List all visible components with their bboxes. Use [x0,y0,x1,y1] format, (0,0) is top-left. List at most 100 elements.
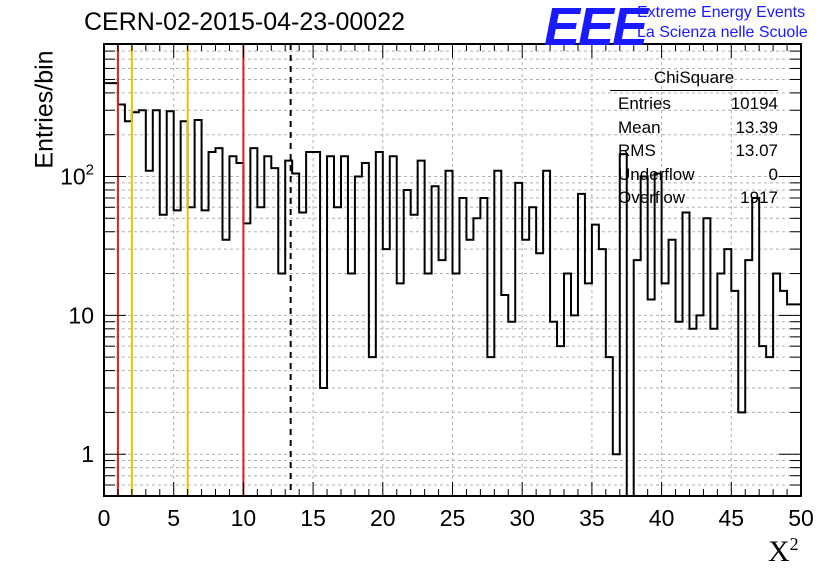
histogram-bin [383,249,390,496]
histogram-bin [641,176,648,496]
histogram-bin [209,152,216,496]
x-tick-label: 5 [167,505,180,531]
stats-value: 13.07 [735,141,778,160]
histogram-bin [292,174,299,496]
histogram-bin [236,163,243,496]
histogram-bin [459,198,466,496]
stats-value: 1917 [740,188,778,207]
histogram-bin [515,183,522,496]
histogram-bin [494,171,501,496]
histogram-bin [599,249,606,496]
histogram-bin [181,121,188,496]
marker-lines-layer [116,44,292,496]
histogram-bin [773,274,780,496]
histogram-bin [334,207,341,496]
y-tick-label: 102 [60,161,94,189]
histogram-bin [404,190,411,496]
stats-label: Entries [618,94,671,113]
histogram-bin [766,357,773,496]
tick-layer [103,43,802,497]
histogram-bin [432,186,439,496]
histogram-bin [571,315,578,496]
x-tick-label: 10 [231,505,257,531]
histogram-bin [376,152,383,496]
stats-label: RMS [618,141,656,160]
y-tick-label: 10 [68,302,94,328]
histogram-bin [453,274,460,496]
x-tick-label: 15 [300,505,326,531]
histogram-bin [153,110,160,496]
stats-row: Entries 10194 [610,92,778,116]
y-tick-label: 1 [81,441,94,467]
histogram-bin [104,83,111,496]
histogram-bin [425,274,432,496]
stats-box: ChiSquare Entries 10194 Mean 13.39 RMS 13.0… [610,68,778,210]
histogram-bin [592,225,599,496]
eee-logo: EEE [544,0,648,57]
stats-value: 10194 [730,94,778,113]
histogram-bin [271,168,278,496]
x-tick-label: 45 [719,505,745,531]
histogram-bin [529,207,536,496]
stats-row: Underflow 0 [610,163,778,187]
histogram-bin [683,213,690,496]
histogram-bin [139,110,146,496]
histogram-bin [487,357,494,496]
stats-label: Overflow [618,188,686,207]
histogram-bin [125,121,132,496]
stats-title: ChiSquare [610,68,778,91]
histogram-bin [724,249,731,496]
logo-line1: Extreme Energy Events [637,4,806,21]
histogram-bin [313,152,320,496]
x-tick-label: 0 [98,505,111,531]
y-axis-label: Entries/bin [30,50,59,169]
histogram-bin [188,207,195,496]
histogram-bin [202,210,209,496]
histogram-bin [348,274,355,496]
stats-row: Overflow 1917 [610,186,778,210]
x-tick-label: 20 [370,505,396,531]
logo-line2: La Scienza nelle Scuole [637,24,808,41]
x-axis-label: X2 [768,534,799,568]
histogram-bin [676,322,683,496]
stats-label: Mean [618,117,661,137]
histogram-outline [103,82,801,497]
histogram-bin [564,274,571,496]
histogram-bin [466,240,473,496]
stats-value: 0 [768,164,778,184]
y-tick-exponent: 2 [86,161,94,178]
histogram-bin [299,213,306,496]
histogram-bin [306,152,313,496]
histogram-bin [362,163,369,496]
histogram-bin [508,322,515,496]
histogram-bin [717,274,724,496]
stats-row: RMS 13.07 [610,139,778,163]
x-tick-label: 40 [649,505,675,531]
histogram-bin [550,322,557,496]
histogram-bin [257,207,264,496]
histogram-bin [118,105,125,496]
histogram-bin [480,198,487,496]
histogram-bin [132,112,139,496]
histogram-layer [103,82,801,497]
histogram-bin [522,240,529,496]
histogram-bin [501,295,508,496]
x-tick-label: 35 [579,505,605,531]
histogram-bin [578,194,585,496]
histogram-bin [369,357,376,496]
histogram-bin [278,274,285,496]
histogram-bin [446,171,453,496]
stats-label: Underflow [618,164,695,184]
histogram-bin [557,346,564,496]
x-tick-label: 30 [509,505,535,531]
histogram-bin [759,346,766,496]
histogram-bin [320,388,327,496]
histogram-bin [146,171,153,496]
histogram-bin [355,176,362,496]
histogram-bin [111,83,118,496]
histogram-bin [167,111,174,496]
histogram-bin [536,253,543,496]
histogram-bin [174,210,181,496]
